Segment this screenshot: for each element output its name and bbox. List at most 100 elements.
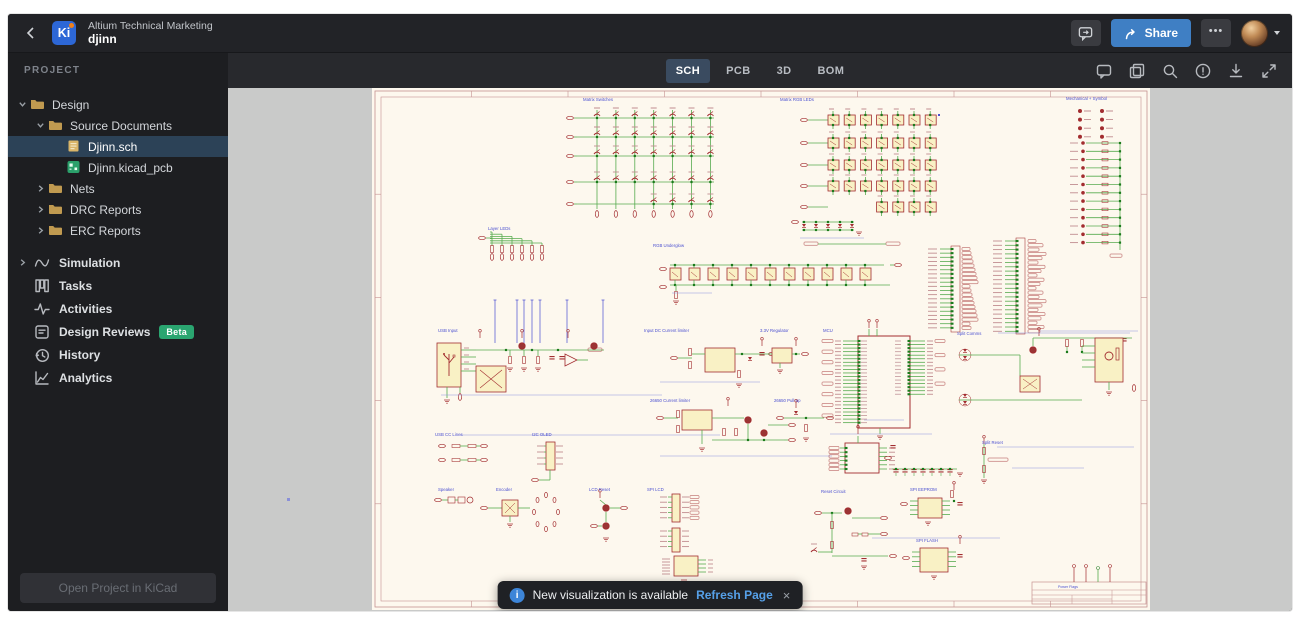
sidebar-item-label: Analytics xyxy=(59,370,113,385)
versions-icon xyxy=(1128,62,1146,80)
chevron-right-icon[interactable] xyxy=(34,183,46,195)
fullscreen-button[interactable] xyxy=(1260,62,1278,80)
tree-item-erc-reports[interactable]: ERC Reports xyxy=(8,220,228,241)
tree-item-nets[interactable]: Nets xyxy=(8,178,228,199)
history-icon xyxy=(34,347,50,363)
ellipsis-icon: ••• xyxy=(1208,25,1224,37)
project-panel-header: PROJECT xyxy=(8,53,228,88)
app-logo-text: Ki xyxy=(57,26,71,40)
tab-bom[interactable]: BOM xyxy=(817,64,845,77)
sidebar-item-design-reviews[interactable]: Design Reviews Beta xyxy=(8,320,228,343)
tree-item-label: Djinn.sch xyxy=(88,139,138,154)
tree-item-djinn-sch[interactable]: Djinn.sch xyxy=(8,136,228,157)
tabs-group: SCH PCB 3D BOM xyxy=(665,58,855,83)
download-button[interactable] xyxy=(1227,62,1245,80)
comments-button[interactable] xyxy=(1095,62,1113,80)
sidebar-item-label: History xyxy=(59,347,101,362)
activities-icon xyxy=(34,301,50,317)
svg-text:Speaker: Speaker xyxy=(438,487,455,492)
sidebar-item-history[interactable]: History xyxy=(8,343,228,366)
sch-icon xyxy=(66,139,81,154)
issues-button[interactable] xyxy=(1194,62,1212,80)
folder-icon xyxy=(48,202,63,217)
open-in-kicad-button[interactable]: Open Project in KiCad xyxy=(20,573,216,603)
svg-text:Split Reset: Split Reset xyxy=(982,440,1004,445)
versions-button[interactable] xyxy=(1128,62,1146,80)
svg-text:Matrix RGB LEDs: Matrix RGB LEDs xyxy=(780,97,814,102)
secondary-bar: PROJECT SCH PCB 3D BOM xyxy=(8,52,1292,88)
tree-item-source-documents[interactable]: Source Documents xyxy=(8,115,228,136)
sidebar-item-label: Simulation xyxy=(59,255,121,270)
chevron-down-icon[interactable] xyxy=(16,99,28,111)
share-button-label: Share xyxy=(1144,26,1178,40)
tree-item-label: Source Documents xyxy=(70,118,173,133)
search-button[interactable] xyxy=(1161,62,1179,80)
tab-3d[interactable]: 3D xyxy=(776,64,792,77)
comments-button[interactable] xyxy=(1070,20,1101,46)
pcb-icon xyxy=(66,160,81,175)
tree-item-label: Nets xyxy=(70,181,95,196)
folder-icon xyxy=(48,118,63,133)
toast-close-icon[interactable]: × xyxy=(782,587,791,603)
tree-item-drc-reports[interactable]: DRC Reports xyxy=(8,199,228,220)
comments-icon xyxy=(1095,62,1113,80)
chevron-spacer xyxy=(52,141,64,153)
svg-text:Layer LEDs: Layer LEDs xyxy=(488,226,510,231)
issues-icon xyxy=(1194,62,1212,80)
project-sidebar: Design Source Documents Djinn.sch Djinn.kic… xyxy=(8,88,228,611)
tree-item-design[interactable]: Design xyxy=(8,94,228,115)
svg-text:3.3V Regulator: 3.3V Regulator xyxy=(760,328,789,333)
tree-item-djinn-kicad-pcb[interactable]: Djinn.kicad_pcb xyxy=(8,157,228,178)
sidebar-item-label: Tasks xyxy=(59,278,93,293)
svg-text:26650 Pull-up: 26650 Pull-up xyxy=(774,398,801,403)
app-logo[interactable]: Ki xyxy=(52,21,76,45)
tab-sch[interactable]: SCH xyxy=(665,58,711,83)
svg-text:SPI EEPROM: SPI EEPROM xyxy=(910,487,937,492)
toast-message: New visualization is available xyxy=(532,588,689,602)
svg-text:USB CC Lines: USB CC Lines xyxy=(435,432,463,437)
sidebar-item-analytics[interactable]: Analytics xyxy=(8,366,228,389)
user-menu[interactable] xyxy=(1241,19,1280,47)
search-icon xyxy=(1161,62,1179,80)
svg-text:Split Comms: Split Comms xyxy=(957,331,981,336)
sim-icon xyxy=(34,255,50,271)
main-area: Design Source Documents Djinn.sch Djinn.kic… xyxy=(8,88,1292,611)
chevron-right-icon[interactable] xyxy=(34,204,46,216)
chevron-right-icon[interactable] xyxy=(16,257,28,269)
user-menu-caret-icon xyxy=(1274,31,1280,35)
schematic-drawing[interactable]: Matrix Switches Matrix RGB LEDs Mechanical… xyxy=(372,88,1150,610)
svg-text:26650 Current limiter: 26650 Current limiter xyxy=(650,398,691,403)
sidebar-item-simulation[interactable]: Simulation xyxy=(8,251,228,274)
download-icon xyxy=(1227,62,1245,80)
refresh-page-link[interactable]: Refresh Page xyxy=(696,588,773,602)
project-name: djinn xyxy=(88,32,117,47)
tab-pcb[interactable]: PCB xyxy=(726,64,751,77)
svg-text:Matrix Switches: Matrix Switches xyxy=(583,97,613,102)
share-button[interactable]: Share xyxy=(1110,19,1191,47)
sidebar-item-tasks[interactable]: Tasks xyxy=(8,274,228,297)
tree-item-label: DRC Reports xyxy=(70,202,142,217)
schematic-canvas[interactable]: Matrix Switches Matrix RGB LEDs Mechanical… xyxy=(228,88,1292,611)
chevron-down-icon[interactable] xyxy=(34,120,46,132)
svg-text:Mechanical + Symbol: Mechanical + Symbol xyxy=(1066,96,1107,101)
info-icon: i xyxy=(509,587,525,603)
tree-item-label: Djinn.kicad_pcb xyxy=(88,160,173,175)
toast-notification: i New visualization is available Refresh… xyxy=(497,581,803,609)
tasks-icon xyxy=(34,278,50,294)
svg-text:USB Input: USB Input xyxy=(438,328,458,333)
reviews-icon xyxy=(34,324,50,340)
logo-orange-dot xyxy=(69,23,74,28)
user-avatar[interactable] xyxy=(1241,19,1268,47)
back-button[interactable] xyxy=(20,21,42,45)
sidebar-item-label: Design Reviews xyxy=(59,324,151,339)
svg-text:I2C OLED: I2C OLED xyxy=(532,432,552,437)
more-options-button[interactable]: ••• xyxy=(1201,19,1231,47)
chevron-spacer xyxy=(52,162,64,174)
sidebar-item-activities[interactable]: Activities xyxy=(8,297,228,320)
chevron-right-icon[interactable] xyxy=(34,225,46,237)
workspace-titles: Altium Technical Marketing djinn xyxy=(88,20,213,47)
folder-icon xyxy=(48,223,63,238)
svg-text:Power Flags: Power Flags xyxy=(1058,585,1078,589)
comment-bubble-icon xyxy=(1078,27,1093,41)
